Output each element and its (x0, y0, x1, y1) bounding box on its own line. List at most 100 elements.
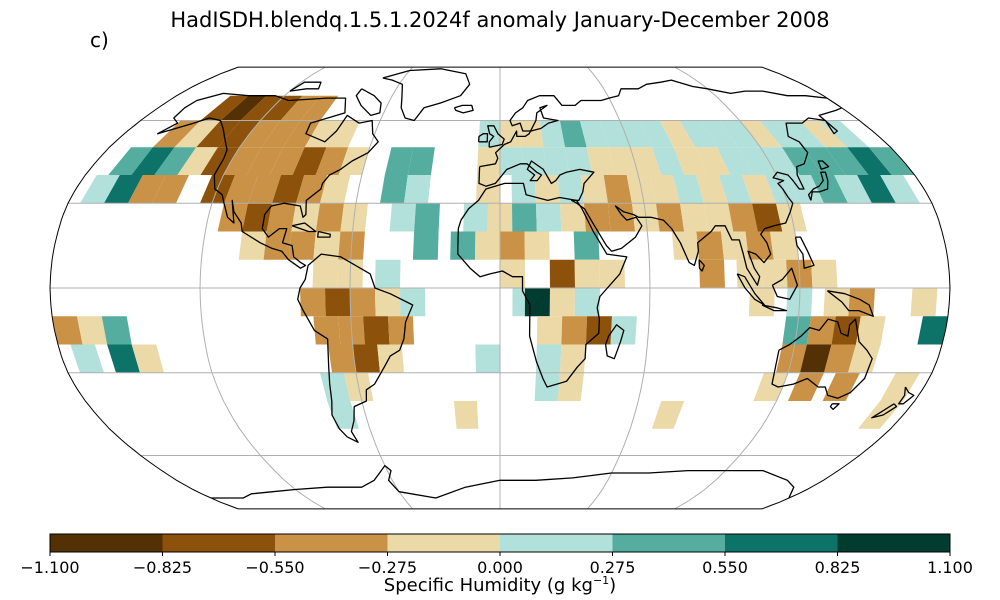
anomaly-cell (520, 120, 544, 148)
coastline (604, 324, 625, 360)
anomaly-cell (560, 344, 586, 373)
coastline (898, 386, 915, 405)
anomaly-cell (80, 175, 120, 204)
anomaly-cell (500, 147, 523, 175)
graticule (50, 67, 950, 509)
anomaly-cell (811, 175, 848, 204)
anomaly-cell (759, 120, 804, 148)
coastline (317, 230, 331, 238)
anomaly-cell (910, 288, 938, 317)
anomaly-cell (695, 147, 731, 175)
anomaly-cell (500, 120, 522, 148)
anomaly-cell (220, 95, 267, 121)
anomaly-cell (799, 120, 848, 148)
anomaly-cell (557, 372, 584, 401)
anomaly-cell (325, 288, 351, 317)
anomaly-cell (240, 95, 285, 121)
anomaly-cell (223, 147, 262, 175)
anomaly-cell (272, 175, 305, 204)
anomaly-cell (246, 147, 283, 175)
colorbar-segment (837, 534, 951, 552)
colorbar-segment (162, 534, 276, 552)
anomaly-cell (736, 259, 763, 288)
anomaly-cell (868, 147, 915, 175)
anomaly-cell (320, 372, 351, 401)
coastline (794, 236, 815, 269)
anomaly-cell (107, 344, 140, 373)
coastline (457, 182, 628, 388)
anomaly-cell (108, 147, 153, 175)
anomaly-cell (266, 203, 296, 232)
anomaly-cell (586, 147, 616, 175)
anomaly-cell (200, 147, 240, 175)
anomaly-cell (524, 231, 550, 260)
anomaly-cell (224, 175, 259, 204)
anomaly-cell (659, 120, 696, 148)
anomaly-cells (52, 95, 948, 429)
anomaly-cell (177, 147, 218, 175)
panel-label: c) (90, 28, 109, 52)
anomaly-cell (70, 344, 104, 373)
coastline (827, 290, 874, 317)
anomaly-cell (717, 147, 754, 175)
colorbar-label: Specific Humidity (g kg−1) (0, 574, 1000, 596)
anomaly-cell (679, 120, 717, 148)
anomaly-cell (779, 120, 826, 148)
anomaly-cell (260, 95, 303, 121)
anomaly-cell (196, 120, 241, 148)
anomaly-cell (152, 175, 189, 204)
map-border (49, 66, 951, 510)
anomaly-cell (599, 259, 625, 288)
anomaly-cell (536, 316, 563, 345)
anomaly-cell (288, 231, 316, 260)
anomaly-cell (579, 120, 609, 148)
anomaly-cell (549, 288, 575, 317)
anomaly-cell (630, 147, 662, 175)
anomaly-cell (296, 175, 328, 204)
anomaly-cell (811, 259, 838, 288)
anomaly-cell (824, 344, 856, 373)
anomaly-cell (400, 288, 426, 317)
anomaly-cell (739, 120, 783, 148)
anomaly-cell (806, 316, 836, 345)
anomaly-cell (848, 288, 875, 317)
anomaly-cell (384, 147, 414, 175)
coastline (289, 81, 322, 92)
anomaly-cell (549, 259, 575, 288)
anomaly-cell (599, 120, 631, 148)
colorbar-segment (387, 534, 501, 552)
anomaly-cell (315, 203, 344, 232)
coastline (297, 253, 414, 443)
anomaly-cell (104, 175, 143, 204)
anomaly-cell (326, 120, 361, 148)
coastline (478, 79, 843, 286)
colorbar-segment (612, 534, 726, 552)
anomaly-cell (584, 203, 611, 232)
anomaly-cell (280, 95, 321, 121)
anomaly-cell (283, 120, 321, 148)
anomaly-cell (639, 120, 674, 148)
anomaly-cell (261, 120, 301, 148)
anomaly-cell (312, 259, 339, 288)
anomaly-cell (651, 401, 685, 429)
anomaly-cell (404, 175, 431, 204)
anomaly-cell (880, 175, 920, 204)
colorbar-tick-label: 1.100 (927, 558, 973, 577)
colorbar-label-close: ) (609, 575, 617, 596)
anomaly-cell (651, 147, 685, 175)
anomaly-cell (848, 344, 881, 373)
anomaly-cell (857, 175, 896, 204)
anomaly-cell (248, 175, 282, 204)
anomaly-cell (414, 203, 440, 232)
anomaly-cell (880, 372, 920, 401)
anomaly-cell (475, 231, 500, 260)
anomaly-cell (608, 147, 639, 175)
coastline (771, 267, 799, 300)
anomaly-cell (831, 316, 861, 345)
colorbar-tick-label: 0.000 (477, 558, 523, 577)
anomaly-cell (718, 175, 752, 204)
anomaly-cell (315, 147, 349, 175)
anomaly-cell (770, 231, 799, 260)
coastline (807, 171, 829, 201)
colorbar-tick-label: 0.825 (814, 558, 861, 577)
